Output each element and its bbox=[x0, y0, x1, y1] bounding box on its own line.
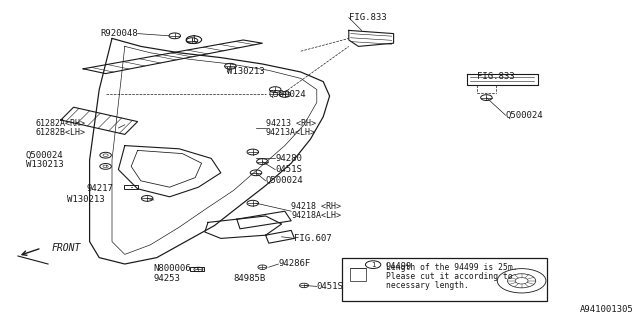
Bar bbox=[350, 268, 366, 281]
Text: R920048: R920048 bbox=[100, 29, 138, 38]
Text: Please cut it according to: Please cut it according to bbox=[386, 272, 513, 281]
Text: Length of the 94499 is 25m.: Length of the 94499 is 25m. bbox=[386, 263, 518, 272]
Bar bbox=[190, 267, 204, 271]
Text: 61282B<LH>: 61282B<LH> bbox=[35, 128, 85, 137]
Text: Q500024: Q500024 bbox=[266, 176, 303, 185]
Text: FIG.607: FIG.607 bbox=[294, 234, 332, 243]
Text: FIG.833: FIG.833 bbox=[349, 13, 387, 22]
Text: Q500024: Q500024 bbox=[26, 151, 63, 160]
Text: 0451S: 0451S bbox=[275, 165, 302, 174]
Text: 84985B: 84985B bbox=[234, 274, 266, 283]
Text: 94217: 94217 bbox=[86, 184, 113, 193]
Text: W130213: W130213 bbox=[67, 196, 105, 204]
Text: N800006: N800006 bbox=[154, 264, 191, 273]
Text: A941001305: A941001305 bbox=[580, 305, 634, 314]
Text: W130213: W130213 bbox=[26, 160, 63, 169]
Text: 94286F: 94286F bbox=[278, 260, 310, 268]
Text: 94213A<LH>: 94213A<LH> bbox=[266, 128, 316, 137]
Text: 0451S: 0451S bbox=[317, 282, 344, 291]
Text: 94218A<LH>: 94218A<LH> bbox=[291, 212, 341, 220]
Text: FIG.833: FIG.833 bbox=[477, 72, 515, 81]
Text: Q500024: Q500024 bbox=[269, 90, 307, 99]
Text: 94213 <RH>: 94213 <RH> bbox=[266, 119, 316, 128]
Text: W130213: W130213 bbox=[227, 68, 265, 76]
Text: 1: 1 bbox=[371, 262, 376, 268]
Text: 61282A<RH>: 61282A<RH> bbox=[35, 119, 85, 128]
Text: 94499: 94499 bbox=[386, 262, 412, 271]
Text: Q500024: Q500024 bbox=[506, 111, 543, 120]
Text: 1: 1 bbox=[191, 35, 196, 44]
Text: 94218 <RH>: 94218 <RH> bbox=[291, 202, 341, 211]
Text: necessary length.: necessary length. bbox=[386, 281, 468, 290]
Text: FRONT: FRONT bbox=[51, 243, 81, 253]
Text: 94253: 94253 bbox=[154, 274, 180, 283]
Text: 94280: 94280 bbox=[275, 154, 302, 163]
Bar bbox=[124, 185, 138, 189]
